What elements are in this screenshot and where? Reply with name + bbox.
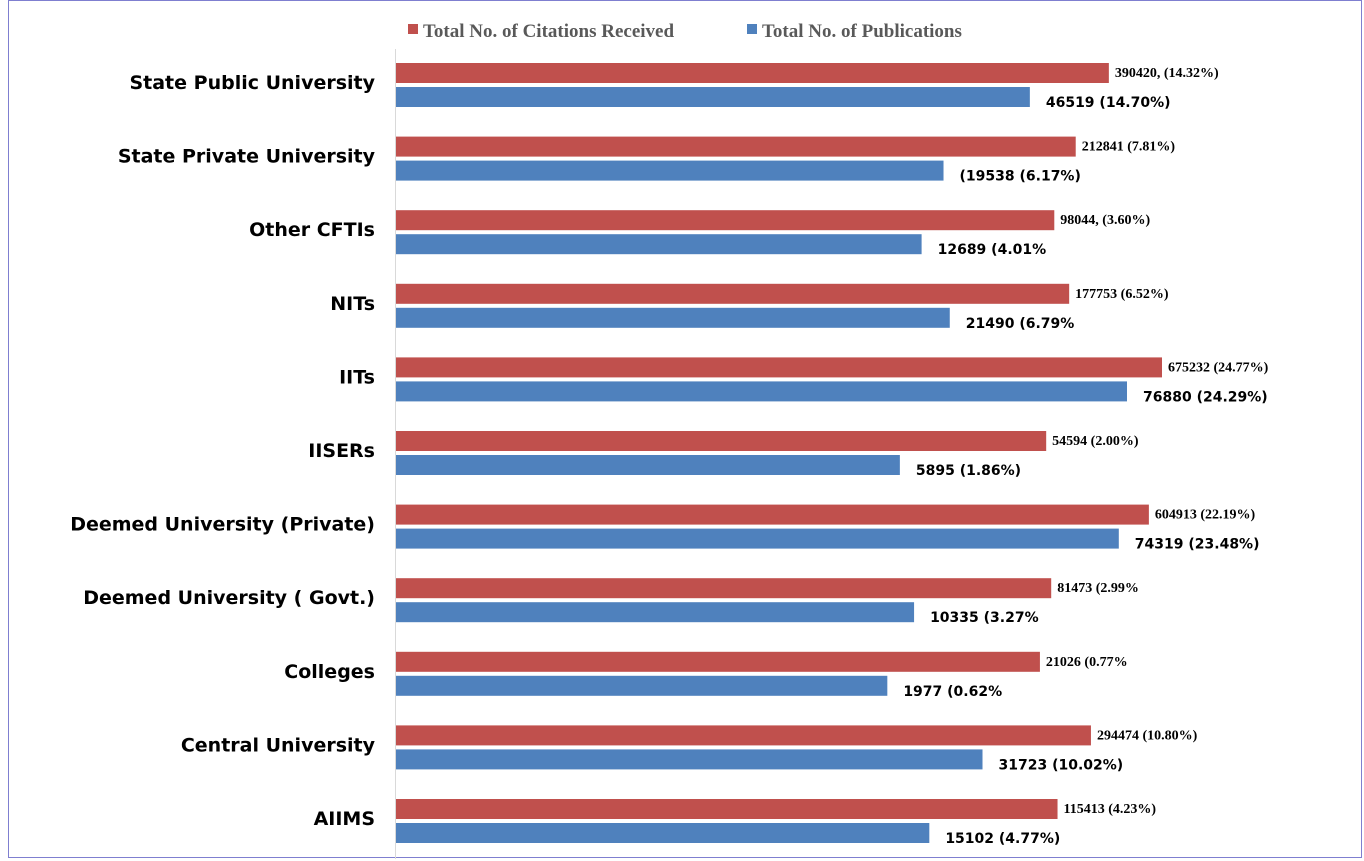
bar-citations [396, 357, 1162, 378]
data-label-publications: 74319 (23.48%) [1135, 537, 1260, 553]
bar-citations [396, 578, 1052, 599]
data-label-publications: (19538 (6.17%) [960, 169, 1081, 185]
bar-citations [396, 283, 1070, 304]
grouped-bar-chart: Total No. of Citations Received Total No… [70, 21, 1269, 859]
data-label-publications: 5895 (1.86%) [916, 463, 1021, 479]
bar-publications [396, 87, 1030, 107]
data-label-citations: 212841 (7.81%) [1082, 140, 1176, 155]
legend: Total No. of Citations Received Total No… [408, 21, 962, 42]
category-label: Colleges [284, 661, 375, 683]
bar-citations [396, 504, 1149, 525]
bar-citations [396, 651, 1040, 672]
data-label-publications: 76880 (24.29%) [1143, 389, 1268, 405]
bar-publications [396, 528, 1119, 549]
data-label-citations: 675232 (24.77%) [1168, 360, 1269, 375]
data-label-citations: 115413 (4.23%) [1064, 802, 1157, 817]
chart-frame: Total No. of Citations Received Total No… [8, 0, 1362, 859]
bar-publications [396, 307, 950, 328]
data-label-citations: 21026 (0.77% [1046, 655, 1128, 670]
data-label-publications: 15102 (4.77%) [945, 831, 1060, 847]
bar-citations [396, 210, 1055, 231]
data-label-publications: 21490 (6.79% [966, 316, 1075, 332]
category-label: State Private University [118, 146, 376, 168]
data-label-citations: 294474 (10.80%) [1097, 728, 1198, 743]
data-label-publications: 1977 (0.62% [903, 684, 1002, 700]
plot-area: State Public University 390420, (14.32%) 4… [70, 63, 1269, 847]
bar-citations [396, 63, 1109, 83]
data-label-citations: 54594 (2.00%) [1052, 434, 1139, 449]
legend-label-citations: Total No. of Citations Received [423, 21, 674, 42]
category-label: AIIMS [314, 808, 375, 830]
bar-citations [396, 136, 1076, 157]
category-label: Deemed University (Private) [70, 514, 375, 536]
bar-publications [396, 823, 930, 843]
data-label-citations: 81473 (2.99% [1057, 581, 1139, 596]
category-label: Other CFTIs [249, 219, 375, 241]
bar-publications [396, 234, 922, 255]
bar-publications [396, 749, 983, 770]
data-label-publications: 46519 (14.70%) [1046, 95, 1171, 111]
bar-publications [396, 602, 915, 623]
category-label: Central University [181, 734, 376, 756]
category-label: IISERs [308, 440, 375, 462]
data-label-citations: 98044, (3.60%) [1060, 213, 1150, 228]
bar-publications [396, 381, 1127, 402]
bar-publications [396, 455, 900, 475]
legend-swatch-citations [408, 24, 418, 34]
category-label: State Public University [129, 72, 375, 94]
legend-label-publications: Total No. of Publications [762, 21, 962, 42]
data-label-citations: 177753 (6.52%) [1075, 287, 1169, 302]
bar-publications [396, 160, 944, 181]
data-label-publications: 12689 (4.01% [938, 242, 1047, 258]
legend-swatch-publications [747, 24, 757, 34]
data-label-citations: 604913 (22.19%) [1155, 508, 1256, 523]
data-label-publications: 31723 (10.02%) [999, 757, 1124, 773]
bar-citations [396, 799, 1058, 819]
bar-citations [396, 725, 1091, 746]
data-label-publications: 10335 (3.27% [930, 610, 1039, 626]
category-label: Deemed University ( Govt.) [83, 587, 375, 609]
data-label-citations: 390420, (14.32%) [1115, 66, 1219, 81]
bar-citations [396, 431, 1047, 451]
bar-publications [396, 675, 888, 696]
category-label: NITs [330, 293, 375, 315]
category-label: IITs [339, 366, 375, 388]
